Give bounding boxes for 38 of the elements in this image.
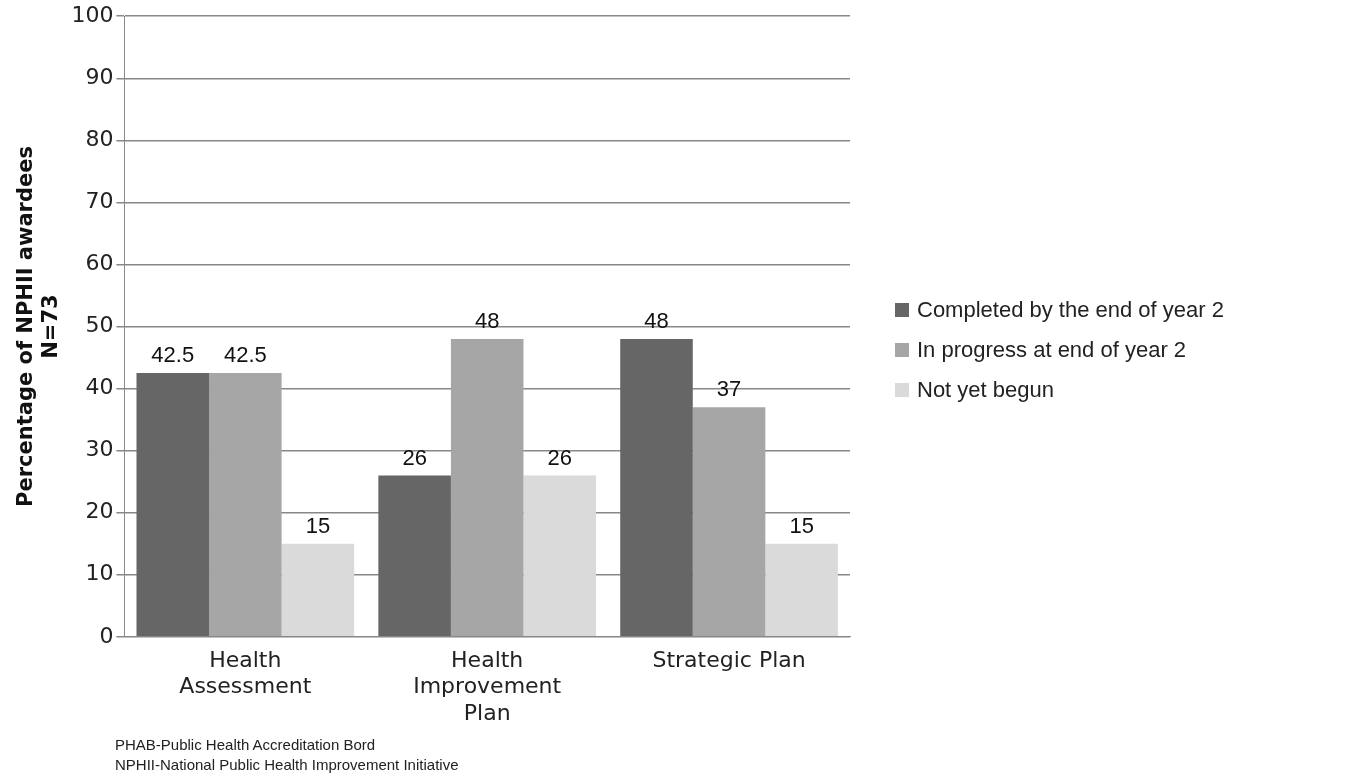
y-tick-label: 60: [85, 250, 114, 276]
legend-label: Completed by the end of year 2: [917, 297, 1224, 322]
y-tick-label: 30: [85, 436, 114, 462]
bar: [450, 338, 524, 637]
text: PHAB-Public Health Accreditation Bord: [115, 735, 377, 755]
y-tick-label: 0: [99, 622, 114, 648]
data-label: 42.5: [151, 342, 195, 368]
bar: [209, 373, 282, 637]
y-tick-label: 80: [85, 126, 114, 152]
y-tick-label: 40: [85, 374, 114, 400]
bar: [136, 373, 210, 637]
y-tick-label: 10: [85, 560, 114, 586]
data-label: 26: [402, 444, 427, 470]
y-tick-label: 50: [85, 312, 114, 338]
data-label: 42.5: [223, 342, 267, 368]
bar: [620, 338, 693, 637]
bar: [378, 475, 451, 637]
y-tick-label: 20: [85, 498, 114, 524]
data-label: 37: [716, 376, 742, 402]
data-label: 15: [789, 512, 814, 538]
bar: [692, 407, 766, 637]
y-tick-label: 70: [85, 188, 114, 214]
bar: [523, 475, 597, 637]
y-tick-label: 90: [85, 63, 114, 89]
data-label: 48: [474, 307, 500, 333]
legend-label: In progress at end of year 2: [917, 337, 1187, 362]
data-label: 48: [644, 307, 669, 333]
data-label: 26: [547, 444, 572, 470]
y-tick-label: 100: [71, 1, 114, 27]
x-tick-label: Health Improvement Plan: [413, 646, 562, 725]
bar: [281, 543, 355, 637]
data-label: 15: [305, 512, 331, 538]
text: NPHII-National Public Health Improvement Initiative: [115, 755, 459, 775]
bar: [765, 543, 838, 637]
y-axis-title: Percentage of NPHII awardees N=73: [13, 146, 63, 507]
x-tick-label: Strategic Plan: [652, 646, 806, 672]
x-tick-label: Health Assessment: [179, 646, 312, 699]
legend-label: Not yet begun: [917, 377, 1054, 402]
